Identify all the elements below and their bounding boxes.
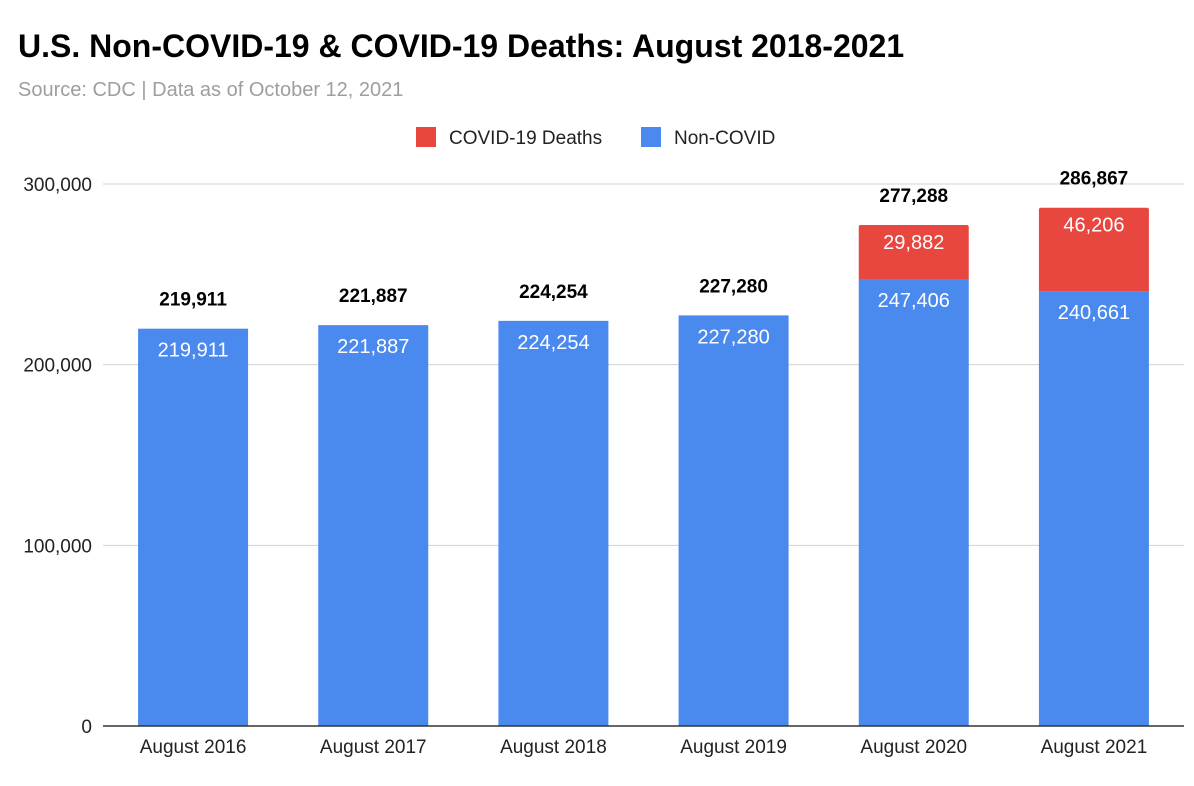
bar-total-label: 286,867: [1060, 169, 1129, 190]
bar-label-non-covid: 240,661: [1058, 302, 1130, 324]
chart-subtitle: Source: CDC | Data as of October 12, 202…: [18, 79, 403, 101]
y-tick-label: 100,000: [23, 536, 92, 557]
bar-total-label: 227,280: [699, 276, 768, 297]
bar-total-label: 221,887: [339, 286, 408, 307]
chart-title: U.S. Non-COVID-19 & COVID-19 Deaths: Aug…: [18, 28, 904, 64]
bar-label-non-covid: 221,887: [337, 336, 409, 358]
bar-non-covid: [858, 279, 969, 726]
bar-non-covid: [1038, 291, 1149, 726]
legend: COVID-19 Deaths Non-COVID: [416, 127, 775, 149]
y-tick-label: 200,000: [23, 356, 92, 377]
y-tick-label: 300,000: [23, 175, 92, 196]
x-tick-label: August 2019: [680, 737, 787, 758]
x-tick-label: August 2021: [1041, 737, 1148, 758]
bar-non-covid: [318, 325, 429, 726]
x-tick-label: August 2018: [500, 737, 607, 758]
y-tick-label: 0: [81, 717, 92, 738]
bar-label-non-covid: 227,280: [697, 326, 769, 348]
x-tick-label: August 2016: [140, 737, 247, 758]
legend-swatch: [416, 127, 436, 147]
bar-non-covid: [678, 315, 789, 726]
bars: 219,911 219,911 221,887 221,887 224,254 224,2…: [138, 169, 1149, 726]
bar-label-covid: 29,882: [883, 232, 944, 254]
y-axis: 0 100,000 200,000 300,000: [23, 175, 92, 738]
x-axis: August 2016 August 2017 August 2018 August …: [103, 725, 1184, 758]
bar-label-non-covid: 224,254: [517, 332, 589, 354]
bar-label-non-covid: 247,406: [878, 290, 950, 312]
bar-label-covid: 46,206: [1063, 215, 1124, 237]
bar-total-label: 224,254: [519, 282, 588, 303]
x-tick-label: August 2017: [320, 737, 427, 758]
bar-non-covid: [138, 328, 249, 726]
legend-swatch: [641, 127, 661, 147]
bar-non-covid: [498, 320, 609, 726]
legend-label: COVID-19 Deaths: [449, 128, 602, 149]
bar-covid: [1038, 207, 1149, 292]
bar-total-label: 277,288: [879, 186, 948, 207]
gridlines: [103, 183, 1184, 546]
bar-label-non-covid: 219,911: [158, 340, 229, 362]
bar-covid: [858, 225, 969, 280]
x-tick-label: August 2020: [860, 737, 967, 758]
legend-label: Non-COVID: [674, 128, 775, 149]
bar-total-label: 219,911: [159, 290, 227, 311]
